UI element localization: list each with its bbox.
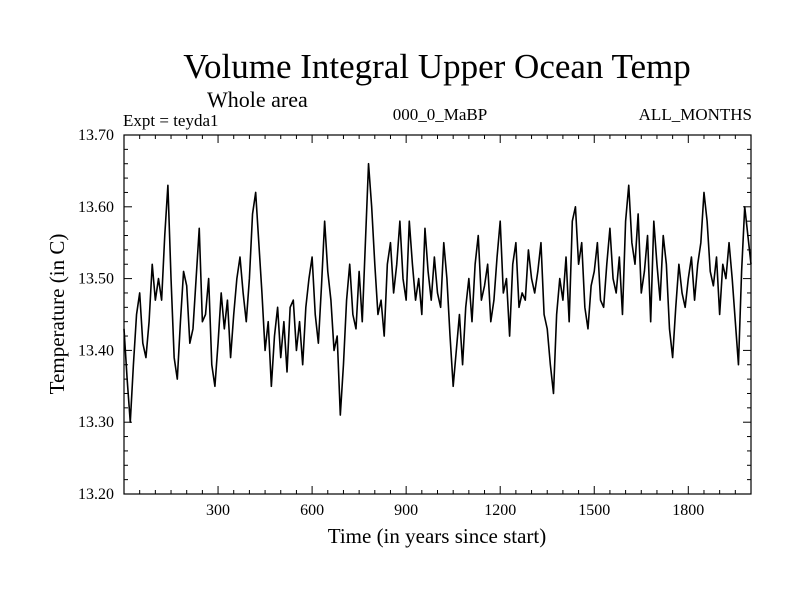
y-tick-label: 13.20 — [78, 486, 114, 503]
experiment-label: Expt = teyda1 — [123, 111, 219, 130]
y-tick-label: 13.70 — [78, 127, 114, 144]
y-tick-label: 13.60 — [78, 199, 114, 216]
x-tick-label: 1800 — [672, 502, 704, 519]
x-tick-label: 900 — [394, 502, 418, 519]
temperature-series-line — [123, 162, 752, 424]
x-tick-label: 300 — [206, 502, 230, 519]
x-tick-label: 1500 — [578, 502, 610, 519]
y-tick-label: 13.50 — [78, 271, 114, 288]
y-tick-label: 13.40 — [78, 342, 114, 359]
plot-frame — [123, 134, 752, 495]
y-axis-label: Temperature (in C) — [45, 234, 69, 395]
x-axis-label: Time (in years since start) — [328, 524, 547, 548]
chart-subtitle: Whole area — [207, 87, 308, 112]
y-tick-label: 13.30 — [78, 414, 114, 431]
x-tick-label: 600 — [300, 502, 324, 519]
chart-title: Volume Integral Upper Ocean Temp — [183, 47, 690, 86]
period-label: 000_0_MaBP — [393, 105, 487, 124]
months-label: ALL_MONTHS — [639, 105, 752, 124]
x-tick-label: 1200 — [484, 502, 516, 519]
